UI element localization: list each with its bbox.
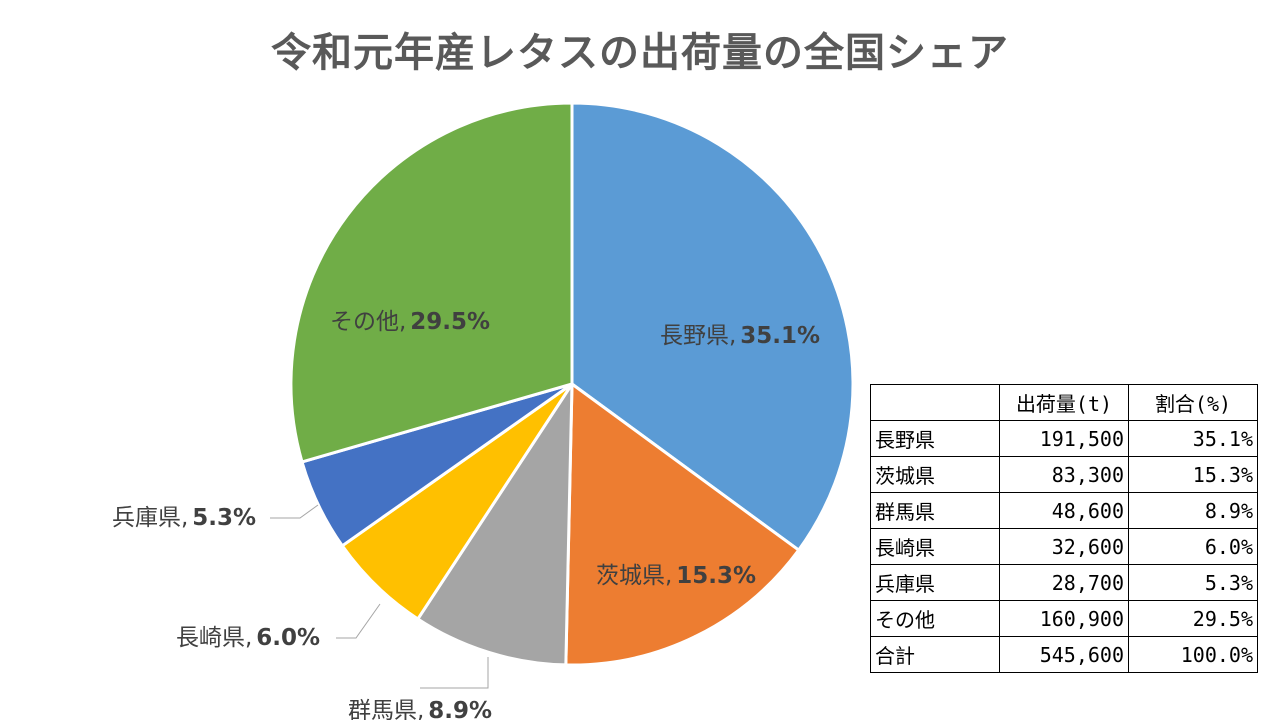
- slice-labels: 長野県, 35.1%茨城県, 15.3%群馬県, 8.9%長崎県, 6.0%兵庫県, 5.…: [112, 309, 820, 720]
- table-cell-shipment: 191,500: [999, 420, 1129, 457]
- slice-label-name: 茨城県: [596, 563, 665, 589]
- table-cell-name: 兵庫県: [870, 564, 1000, 601]
- slice-label-name: 長野県: [660, 323, 729, 349]
- slice-label-percent: 29.5%: [410, 309, 490, 335]
- table-cell-share: 6.0%: [1128, 528, 1258, 565]
- table-cell-name: 長野県: [870, 420, 1000, 457]
- pie-slice: [564, 382, 801, 667]
- slice-label-name: 長崎県: [176, 625, 245, 651]
- table-total-label: 合計: [870, 636, 1000, 673]
- leader-line: [270, 504, 319, 519]
- slice-label-separator: ,: [181, 505, 188, 531]
- slice-label-name: 群馬県: [348, 698, 417, 720]
- table-cell-name: その他: [870, 600, 1000, 637]
- table-cell-share: 5.3%: [1128, 564, 1258, 601]
- slice-label-percent: 6.0%: [256, 625, 320, 651]
- slice-data-label: 兵庫県, 5.3%: [112, 505, 256, 531]
- table-header-shipment: 出荷量(t): [999, 384, 1129, 421]
- pie-slice: [416, 382, 574, 667]
- chart-title: 令和元年産レタスの出荷量の全国シェア: [271, 30, 1009, 76]
- slice-data-label: 茨城県, 15.3%: [596, 563, 756, 589]
- table-cell-shipment: 32,600: [999, 528, 1129, 565]
- slice-label-name: 兵庫県: [112, 505, 181, 531]
- leader-line: [420, 657, 489, 689]
- slice-label-percent: 8.9%: [428, 698, 492, 720]
- leader-lines: [270, 504, 489, 689]
- table-cell-shipment: 160,900: [999, 600, 1129, 637]
- table-cell-shipment: 48,600: [999, 492, 1129, 529]
- table-total-row: 合計 545,600 100.0%: [870, 636, 1258, 673]
- table-header-row: 出荷量(t) 割合(%): [870, 384, 1258, 421]
- slice-data-label: 群馬県, 8.9%: [348, 698, 492, 720]
- table-cell-name: 群馬県: [870, 492, 1000, 529]
- pie-slice: [289, 101, 574, 464]
- table-row: 兵庫県 28,700 5.3%: [870, 564, 1258, 601]
- table-cell-name: 茨城県: [870, 456, 1000, 493]
- table-row: 群馬県 48,600 8.9%: [870, 492, 1258, 529]
- slice-label-name: その他: [330, 309, 399, 335]
- table-header-share: 割合(%): [1128, 384, 1258, 421]
- pie-slice: [570, 101, 855, 552]
- table-header-blank: [870, 384, 1000, 421]
- slice-label-separator: ,: [729, 323, 736, 349]
- table-row: 長野県 191,500 35.1%: [870, 420, 1258, 457]
- slice-label-separator: ,: [245, 625, 252, 651]
- pie-slices: [289, 101, 855, 667]
- data-table: 出荷量(t) 割合(%) 長野県 191,500 35.1% 茨城県 83,30…: [870, 384, 1258, 673]
- table-row: 茨城県 83,300 15.3%: [870, 456, 1258, 493]
- table-cell-shipment: 83,300: [999, 456, 1129, 493]
- table-cell-share: 29.5%: [1128, 600, 1258, 637]
- table-cell-share: 8.9%: [1128, 492, 1258, 529]
- table-total-shipment: 545,600: [999, 636, 1129, 673]
- slice-label-percent: 35.1%: [740, 323, 820, 349]
- table-row: 長崎県 32,600 6.0%: [870, 528, 1258, 565]
- slice-data-label: 長野県, 35.1%: [660, 323, 820, 349]
- slice-label-percent: 5.3%: [192, 505, 256, 531]
- table-row: その他 160,900 29.5%: [870, 600, 1258, 637]
- leader-line: [336, 603, 381, 639]
- slice-data-label: 長崎県, 6.0%: [176, 625, 320, 651]
- table-total-share: 100.0%: [1128, 636, 1258, 673]
- slice-label-separator: ,: [665, 563, 672, 589]
- table-cell-shipment: 28,700: [999, 564, 1129, 601]
- slice-label-percent: 15.3%: [676, 563, 756, 589]
- slice-data-label: その他, 29.5%: [330, 309, 490, 335]
- slice-label-separator: ,: [417, 698, 424, 720]
- table-cell-share: 15.3%: [1128, 456, 1258, 493]
- slice-label-separator: ,: [399, 309, 406, 335]
- table-cell-name: 長崎県: [870, 528, 1000, 565]
- table-cell-share: 35.1%: [1128, 420, 1258, 457]
